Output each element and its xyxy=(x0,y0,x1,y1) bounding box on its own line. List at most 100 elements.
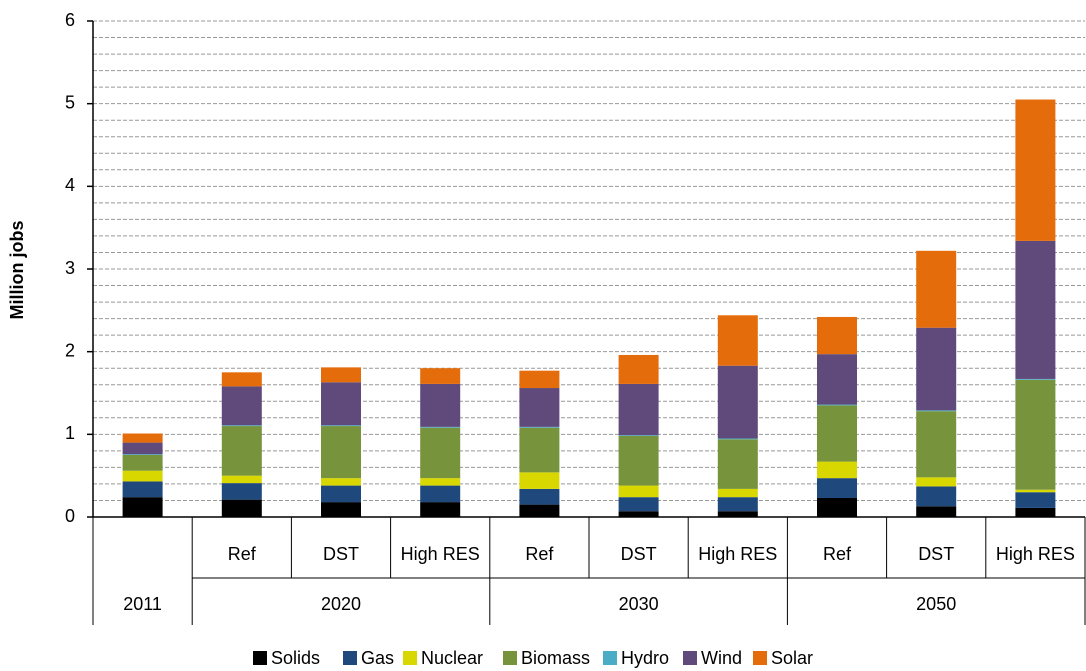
group-label: 2030 xyxy=(619,594,659,614)
bar-segment xyxy=(420,485,461,503)
y-axis-label: Million jobs xyxy=(7,221,27,320)
legend-swatch xyxy=(253,651,267,665)
bar-segment xyxy=(321,367,361,383)
bar-segment xyxy=(519,472,560,489)
bar-segment xyxy=(817,405,857,462)
bar-segment xyxy=(717,315,758,366)
legend-swatch xyxy=(683,651,697,665)
x-tick-label: DST xyxy=(323,544,359,564)
legend-swatch xyxy=(753,651,767,665)
bar-segment xyxy=(817,497,857,517)
y-tick-label: 6 xyxy=(65,10,75,30)
y-tick-label: 5 xyxy=(65,92,75,112)
bar-segment xyxy=(221,372,262,387)
bar-segment xyxy=(618,435,659,486)
bar-segment xyxy=(817,316,857,355)
bar-segment xyxy=(618,511,659,517)
group-label: 2011 xyxy=(123,594,162,614)
bar-segment xyxy=(916,506,957,517)
bar-segment xyxy=(420,383,461,427)
y-tick-label: 4 xyxy=(65,175,75,195)
bar-segment xyxy=(519,370,560,389)
x-tick-label: Ref xyxy=(228,544,257,564)
bar-segment xyxy=(916,250,957,328)
bar-segment xyxy=(122,442,163,455)
bar-segment xyxy=(321,382,361,426)
bar-segment xyxy=(1015,378,1056,380)
bar-segment xyxy=(221,483,262,500)
group-label: 2020 xyxy=(321,594,361,614)
y-tick-label: 3 xyxy=(65,258,75,278)
bar-segment xyxy=(519,426,560,428)
bar-segment xyxy=(618,485,659,498)
bar-segment xyxy=(618,383,659,436)
bar-segment xyxy=(1015,492,1056,508)
x-tick-label: High RES xyxy=(996,544,1075,564)
legend-swatch xyxy=(503,651,517,665)
bar-segment xyxy=(817,461,857,479)
bar-segment xyxy=(221,386,262,426)
bar-segment xyxy=(122,454,163,455)
bar-segment xyxy=(1015,99,1056,241)
bar-segment xyxy=(817,404,857,406)
bar-segment xyxy=(420,478,461,486)
legend-label: Wind xyxy=(701,648,742,668)
bar-segment xyxy=(321,478,361,486)
x-tick-label: High RES xyxy=(401,544,480,564)
y-tick-label: 1 xyxy=(65,423,75,443)
bar-segment xyxy=(122,470,163,482)
bar-segment xyxy=(122,497,163,517)
bar-segment xyxy=(717,365,758,439)
legend-swatch xyxy=(403,651,417,665)
bar-segment xyxy=(916,477,957,487)
bar-segment xyxy=(916,486,957,507)
y-tick-label: 2 xyxy=(65,340,75,360)
bar-segment xyxy=(221,426,262,476)
bar-segment xyxy=(321,485,361,503)
bar-segment xyxy=(519,427,560,473)
bar-segment xyxy=(717,439,758,489)
bar-segment xyxy=(519,388,560,427)
legend-label: Gas xyxy=(361,648,394,668)
bar-segment xyxy=(122,433,163,443)
x-tick-label: High RES xyxy=(698,544,777,564)
legend-label: Hydro xyxy=(621,648,669,668)
x-tick-label: DST xyxy=(918,544,954,564)
bar-segment xyxy=(717,511,758,517)
bar-segment xyxy=(1015,240,1056,379)
bar-segment xyxy=(122,455,163,471)
bar-segment xyxy=(122,481,163,498)
legend-label: Nuclear xyxy=(421,648,483,668)
bar-segment xyxy=(1015,507,1056,517)
x-tick-label: DST xyxy=(621,544,657,564)
legend-label: Solar xyxy=(771,648,813,668)
bar-segment xyxy=(420,427,461,479)
bar-segment xyxy=(221,475,262,484)
y-tick-label: 0 xyxy=(65,506,75,526)
bar-segment xyxy=(1015,379,1056,490)
bar-segment xyxy=(817,354,857,405)
bar-segment xyxy=(519,504,560,517)
x-tick-label: Ref xyxy=(525,544,554,564)
bar-segment xyxy=(717,497,758,512)
bar-segment xyxy=(717,438,758,440)
bar-segment xyxy=(321,426,361,479)
legend-swatch xyxy=(603,651,617,665)
bar-segment xyxy=(916,327,957,411)
bar-segment xyxy=(420,368,461,384)
x-tick-label: Ref xyxy=(823,544,852,564)
bar-segment xyxy=(618,497,659,512)
legend-swatch xyxy=(343,651,357,665)
bar-segment xyxy=(618,435,659,436)
bar-segment xyxy=(221,499,262,517)
bar-segment xyxy=(1015,489,1056,493)
bar-segment xyxy=(916,411,957,478)
bar-segment xyxy=(519,488,560,505)
bar-segment xyxy=(420,426,461,428)
bar-segment xyxy=(321,502,361,517)
bar-segment xyxy=(916,410,957,412)
group-label: 2050 xyxy=(916,594,956,614)
bar-segment xyxy=(618,354,659,384)
legend-label: Solids xyxy=(271,648,320,668)
